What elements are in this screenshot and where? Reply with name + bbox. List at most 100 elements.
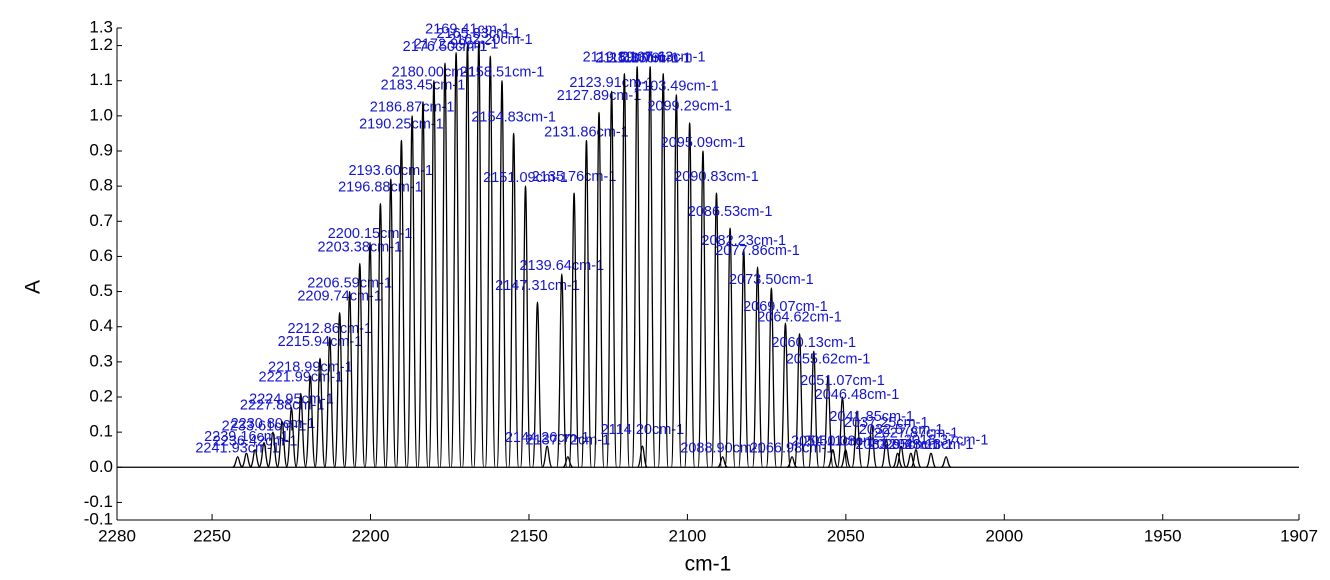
peak	[892, 452, 903, 468]
peak	[385, 178, 397, 468]
y-tick-label: 0.4	[89, 316, 113, 335]
peak	[395, 139, 408, 468]
peak-label: 2114.20cm-1	[601, 422, 685, 438]
peak-label: 2162.20cm-1	[448, 32, 533, 48]
peak-label: 2147.31cm-1	[495, 278, 580, 294]
peak	[258, 442, 270, 468]
peak	[710, 192, 723, 468]
peak-label: 2119.89cm-1	[583, 50, 667, 66]
peak	[450, 51, 462, 468]
y-tick-label: 0.5	[89, 281, 113, 300]
peak-label: 2046.48cm-1	[815, 387, 900, 403]
peak	[827, 449, 839, 468]
peak	[314, 357, 326, 468]
peak	[568, 192, 580, 468]
peak-label: 2224.95cm-1	[249, 391, 334, 407]
peak-label: 2158.51cm-1	[460, 65, 545, 81]
peak	[374, 203, 387, 468]
peak-label: 2154.83cm-1	[471, 109, 556, 125]
peak-label: 2172.99cm-1	[414, 36, 499, 52]
peak-label: 2230.80cm-1	[231, 416, 316, 432]
peak	[417, 101, 429, 468]
peak-label: 2144.26cm-1	[505, 430, 590, 446]
peak	[793, 333, 806, 468]
peak	[428, 80, 440, 468]
peak	[670, 94, 682, 468]
peak-label: 2218.99cm-1	[268, 360, 353, 376]
peak-label: 2115.86cm-1	[595, 50, 679, 66]
peak	[808, 350, 820, 468]
peak	[249, 449, 261, 468]
x-tick-label: 2250	[193, 526, 231, 545]
peak	[556, 273, 568, 468]
peak	[905, 452, 917, 468]
y-tick-label: 0.6	[89, 246, 113, 265]
peak	[541, 445, 553, 468]
y-tick-label: 1.1	[89, 70, 113, 89]
peak-label: 2165.83cm-1	[436, 26, 521, 42]
y-tick-label: -0.1	[84, 492, 113, 511]
peak	[461, 44, 474, 468]
peak	[304, 375, 316, 468]
y-tick-label: 0.2	[89, 386, 113, 405]
y-tick-label: 0.0	[89, 457, 113, 476]
peak-label: 2186.87cm-1	[370, 100, 455, 116]
peak-label: 2054.11cm-1	[791, 434, 875, 450]
peak-label: 2233.61cm-1	[222, 419, 307, 435]
peak-label: 2032.57cm-1	[859, 422, 944, 438]
peak-label: 2018.37cm-1	[904, 433, 989, 449]
peak-label: 2127.89cm-1	[557, 88, 642, 104]
peak	[473, 41, 485, 468]
peak	[605, 90, 618, 468]
peak-label: 2103.49cm-1	[634, 79, 719, 95]
y-axis-label: A	[22, 280, 45, 294]
peak	[940, 456, 952, 468]
peak-label: 2227.88cm-1	[240, 397, 325, 413]
peak	[508, 132, 520, 468]
peak-label: 2151.09cm-1	[483, 170, 568, 186]
peak	[895, 445, 907, 468]
peak-label: 2023.13cm-1	[889, 437, 974, 453]
peak-label: 2221.99cm-1	[259, 369, 344, 385]
peak-label: 2180.00cm-1	[392, 65, 477, 81]
peak	[232, 456, 243, 468]
peak-label: 2066.98cm-1	[750, 441, 835, 457]
peak-label: 2082.23cm-1	[701, 233, 786, 249]
peak	[636, 445, 649, 468]
peak	[439, 62, 451, 468]
peak	[324, 336, 336, 468]
peak	[925, 452, 937, 468]
peak	[631, 65, 643, 468]
peak	[724, 227, 736, 468]
peak-label: 2169.41cm-1	[425, 21, 510, 37]
peak-label: 2029.48cm-1	[869, 437, 954, 453]
peak	[334, 312, 346, 468]
peak	[364, 241, 376, 468]
x-axis-label: cm-1	[685, 553, 732, 576]
x-tick-label: 2200	[352, 526, 390, 545]
peak	[343, 290, 356, 468]
peak-label: 2139.64cm-1	[519, 258, 604, 274]
peak	[593, 111, 605, 468]
peak-label: 2212.86cm-1	[287, 321, 372, 337]
peak	[267, 431, 279, 468]
peak	[866, 424, 878, 468]
x-tick-label: 2280	[98, 526, 136, 545]
peak-label: 2111.76cm-1	[609, 50, 691, 66]
peak	[684, 122, 696, 468]
peak	[657, 73, 669, 468]
peak	[697, 150, 709, 468]
x-tick-label: 2100	[668, 526, 706, 545]
peak	[562, 456, 574, 468]
y-tick-label: 1.0	[89, 105, 113, 124]
peak-label: 2060.13cm-1	[771, 335, 856, 351]
peak-label: 2099.29cm-1	[647, 99, 732, 115]
peak	[840, 449, 851, 468]
peak-label: 2193.60cm-1	[348, 163, 433, 179]
peak-label: 2196.88cm-1	[338, 180, 423, 196]
peak	[295, 392, 307, 468]
y-tick-label: 0.9	[89, 140, 113, 159]
peak-label: 2107.63cm-1	[621, 50, 706, 66]
peak-label: 2041.85cm-1	[829, 409, 914, 425]
peak	[276, 420, 288, 468]
